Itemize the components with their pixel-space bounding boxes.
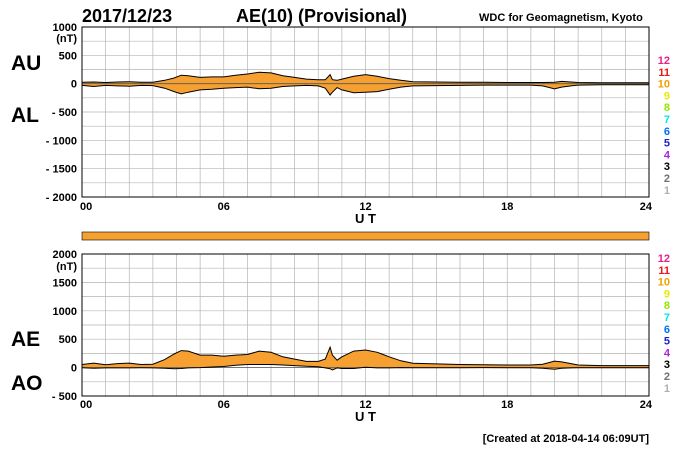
y-tick-label: 1000 xyxy=(53,306,77,318)
x-tick-label: 12 xyxy=(359,399,371,411)
panel-label-lower: AL xyxy=(11,104,39,127)
x-tick-label: 06 xyxy=(218,399,230,411)
station-count-label: 3 xyxy=(664,359,670,371)
index-title: AE(10) (Provisional) xyxy=(236,6,407,26)
station-count-label: 8 xyxy=(664,300,670,312)
x-tick-label: 06 xyxy=(218,201,230,213)
data-coverage-bar xyxy=(81,231,650,241)
station-count-label: 8 xyxy=(664,102,670,114)
x-tick-label: 24 xyxy=(640,399,653,411)
plot-frame xyxy=(81,26,650,198)
y-tick-label: 2000 xyxy=(53,249,77,261)
station-count-label: 7 xyxy=(664,312,670,324)
station-count-label: 1 xyxy=(664,383,670,395)
panel-label-lower: AO xyxy=(11,372,43,395)
x-axis-label: U T xyxy=(355,409,376,424)
station-count-label: 6 xyxy=(664,324,670,336)
series-line-ao xyxy=(81,364,649,371)
series-line-ae xyxy=(81,345,649,367)
station-count-label: 12 xyxy=(658,55,670,67)
y-tick-label: 0 xyxy=(71,363,77,375)
x-tick-label: 18 xyxy=(501,399,513,411)
station-count-label: 11 xyxy=(658,265,670,277)
panel-au-al: 1000 500 0 - 500 - 1000 - 1500 - 2000 (nT) 00 06 1… xyxy=(11,22,671,226)
unit-label: (nT) xyxy=(56,261,77,273)
plot-frame xyxy=(81,253,650,397)
x-axis-label: U T xyxy=(355,211,376,226)
unit-label: (nT) xyxy=(56,33,77,45)
x-tick-label: 00 xyxy=(80,399,92,411)
series-line-au xyxy=(81,71,649,84)
y-tick-label: - 2000 xyxy=(46,192,77,204)
station-count-label: 11 xyxy=(658,67,670,79)
source-label: WDC for Geomagnetism, Kyoto xyxy=(479,12,643,24)
x-tick-label: 12 xyxy=(359,201,371,213)
series-line-al xyxy=(81,84,649,96)
station-count-label: 7 xyxy=(664,114,670,126)
y-tick-label: 0 xyxy=(71,79,77,91)
date-title: 2017/12/23 xyxy=(82,6,172,26)
panel-label-upper: AE xyxy=(11,328,40,351)
y-tick-label: 500 xyxy=(59,50,77,62)
station-count-label: 10 xyxy=(658,79,670,91)
y-tick-label: - 500 xyxy=(52,391,77,403)
panel-label-upper: AU xyxy=(11,52,41,75)
y-tick-label: 1500 xyxy=(53,277,77,289)
x-tick-label: 18 xyxy=(501,201,513,213)
station-count-label: 4 xyxy=(664,347,671,359)
y-tick-label: - 500 xyxy=(52,107,77,119)
station-count-label: 2 xyxy=(664,371,670,383)
station-count-label: 10 xyxy=(658,277,670,289)
series-area-fill xyxy=(82,347,649,370)
station-count-label: 1 xyxy=(664,185,670,197)
station-count-label: 12 xyxy=(658,253,670,265)
station-count-label: 6 xyxy=(664,126,670,138)
y-tick-label: - 1500 xyxy=(46,164,77,176)
station-count-label: 9 xyxy=(664,288,670,300)
y-tick-label: - 1000 xyxy=(46,135,77,147)
station-count-label: 5 xyxy=(664,336,670,348)
y-tick-label: 500 xyxy=(59,334,77,346)
x-tick-label: 24 xyxy=(640,201,653,213)
created-timestamp: [Created at 2018-04-14 06:09UT] xyxy=(483,433,650,445)
station-count-label: 9 xyxy=(664,90,670,102)
y-tick-label: 1000 xyxy=(53,22,77,34)
x-tick-label: 00 xyxy=(80,201,92,213)
station-count-label: 5 xyxy=(664,138,670,150)
station-count-label: 3 xyxy=(664,161,670,173)
station-count-label: 2 xyxy=(664,173,670,185)
station-count-label: 4 xyxy=(664,149,671,161)
